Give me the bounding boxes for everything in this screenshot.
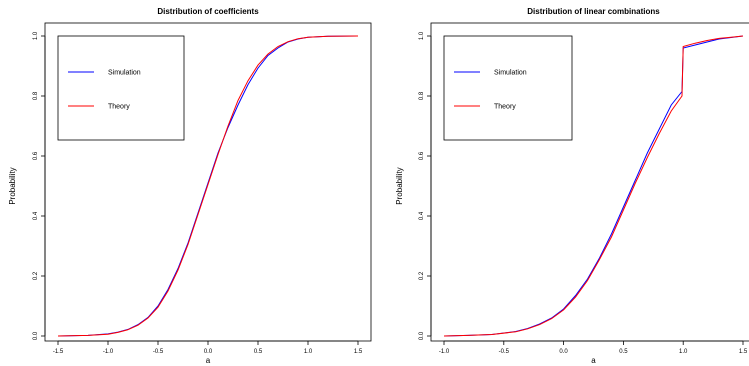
y-tick-label: 1.0: [33, 31, 39, 40]
x-tick-label: 0.0: [559, 349, 568, 355]
legend-label-theory: Theory: [494, 104, 516, 111]
x-tick-label: 1.5: [354, 349, 363, 355]
legend-label-theory: Theory: [108, 104, 130, 111]
y-tick-label: 0.4: [33, 211, 39, 220]
x-tick-label: 1.0: [304, 349, 313, 355]
x-tick-label: 0.5: [254, 349, 263, 355]
x-tick-label: -1.0: [439, 349, 450, 355]
y-tick-label: 0.6: [419, 151, 425, 160]
legend-label-simulation: Simulation: [108, 70, 141, 77]
legend-box: [443, 35, 573, 141]
y-tick-label: 1.0: [419, 31, 425, 40]
x-tick-label: 1.0: [679, 349, 688, 355]
chart-linear-combinations: Distribution of linear combinations -1.0 -…: [395, 7, 749, 365]
chart-title: Distribution of linear combinations: [527, 7, 660, 16]
plot-frame: [430, 22, 749, 342]
chart-title: Distribution of coefficients: [157, 7, 259, 16]
x-tick-label: -0.5: [153, 349, 164, 355]
series-line-theory: [57, 35, 359, 337]
x-tick-label: -0.5: [499, 349, 510, 355]
legend-label-simulation: Simulation: [494, 70, 527, 77]
y-axis-label: Probability: [395, 167, 404, 204]
series-line-theory: [443, 35, 744, 337]
x-tick-label: -1.5: [53, 349, 64, 355]
y-tick-label: 0.2: [419, 271, 425, 280]
x-tick-label: -1.0: [103, 349, 114, 355]
y-tick-label: 0.8: [33, 91, 39, 100]
x-axis-label: a: [206, 356, 211, 365]
x-tick-label: 0.5: [619, 349, 628, 355]
chart-coefficients: Distribution of coefficients -1.5 -1.0 -0.5…: [8, 7, 372, 365]
y-tick-label: 0.8: [419, 91, 425, 100]
x-axis-label: a: [591, 356, 596, 365]
x-tick-label: 1.5: [739, 349, 748, 355]
legend-box: [57, 35, 185, 141]
y-axis-label: Probability: [8, 167, 17, 204]
y-tick-label: 0.0: [419, 331, 425, 340]
y-tick-label: 0.0: [33, 331, 39, 340]
y-tick-label: 0.2: [33, 271, 39, 280]
plot-frame: [44, 22, 372, 342]
y-tick-label: 0.4: [419, 211, 425, 220]
y-tick-label: 0.6: [33, 151, 39, 160]
x-tick-label: 0.0: [204, 349, 213, 355]
